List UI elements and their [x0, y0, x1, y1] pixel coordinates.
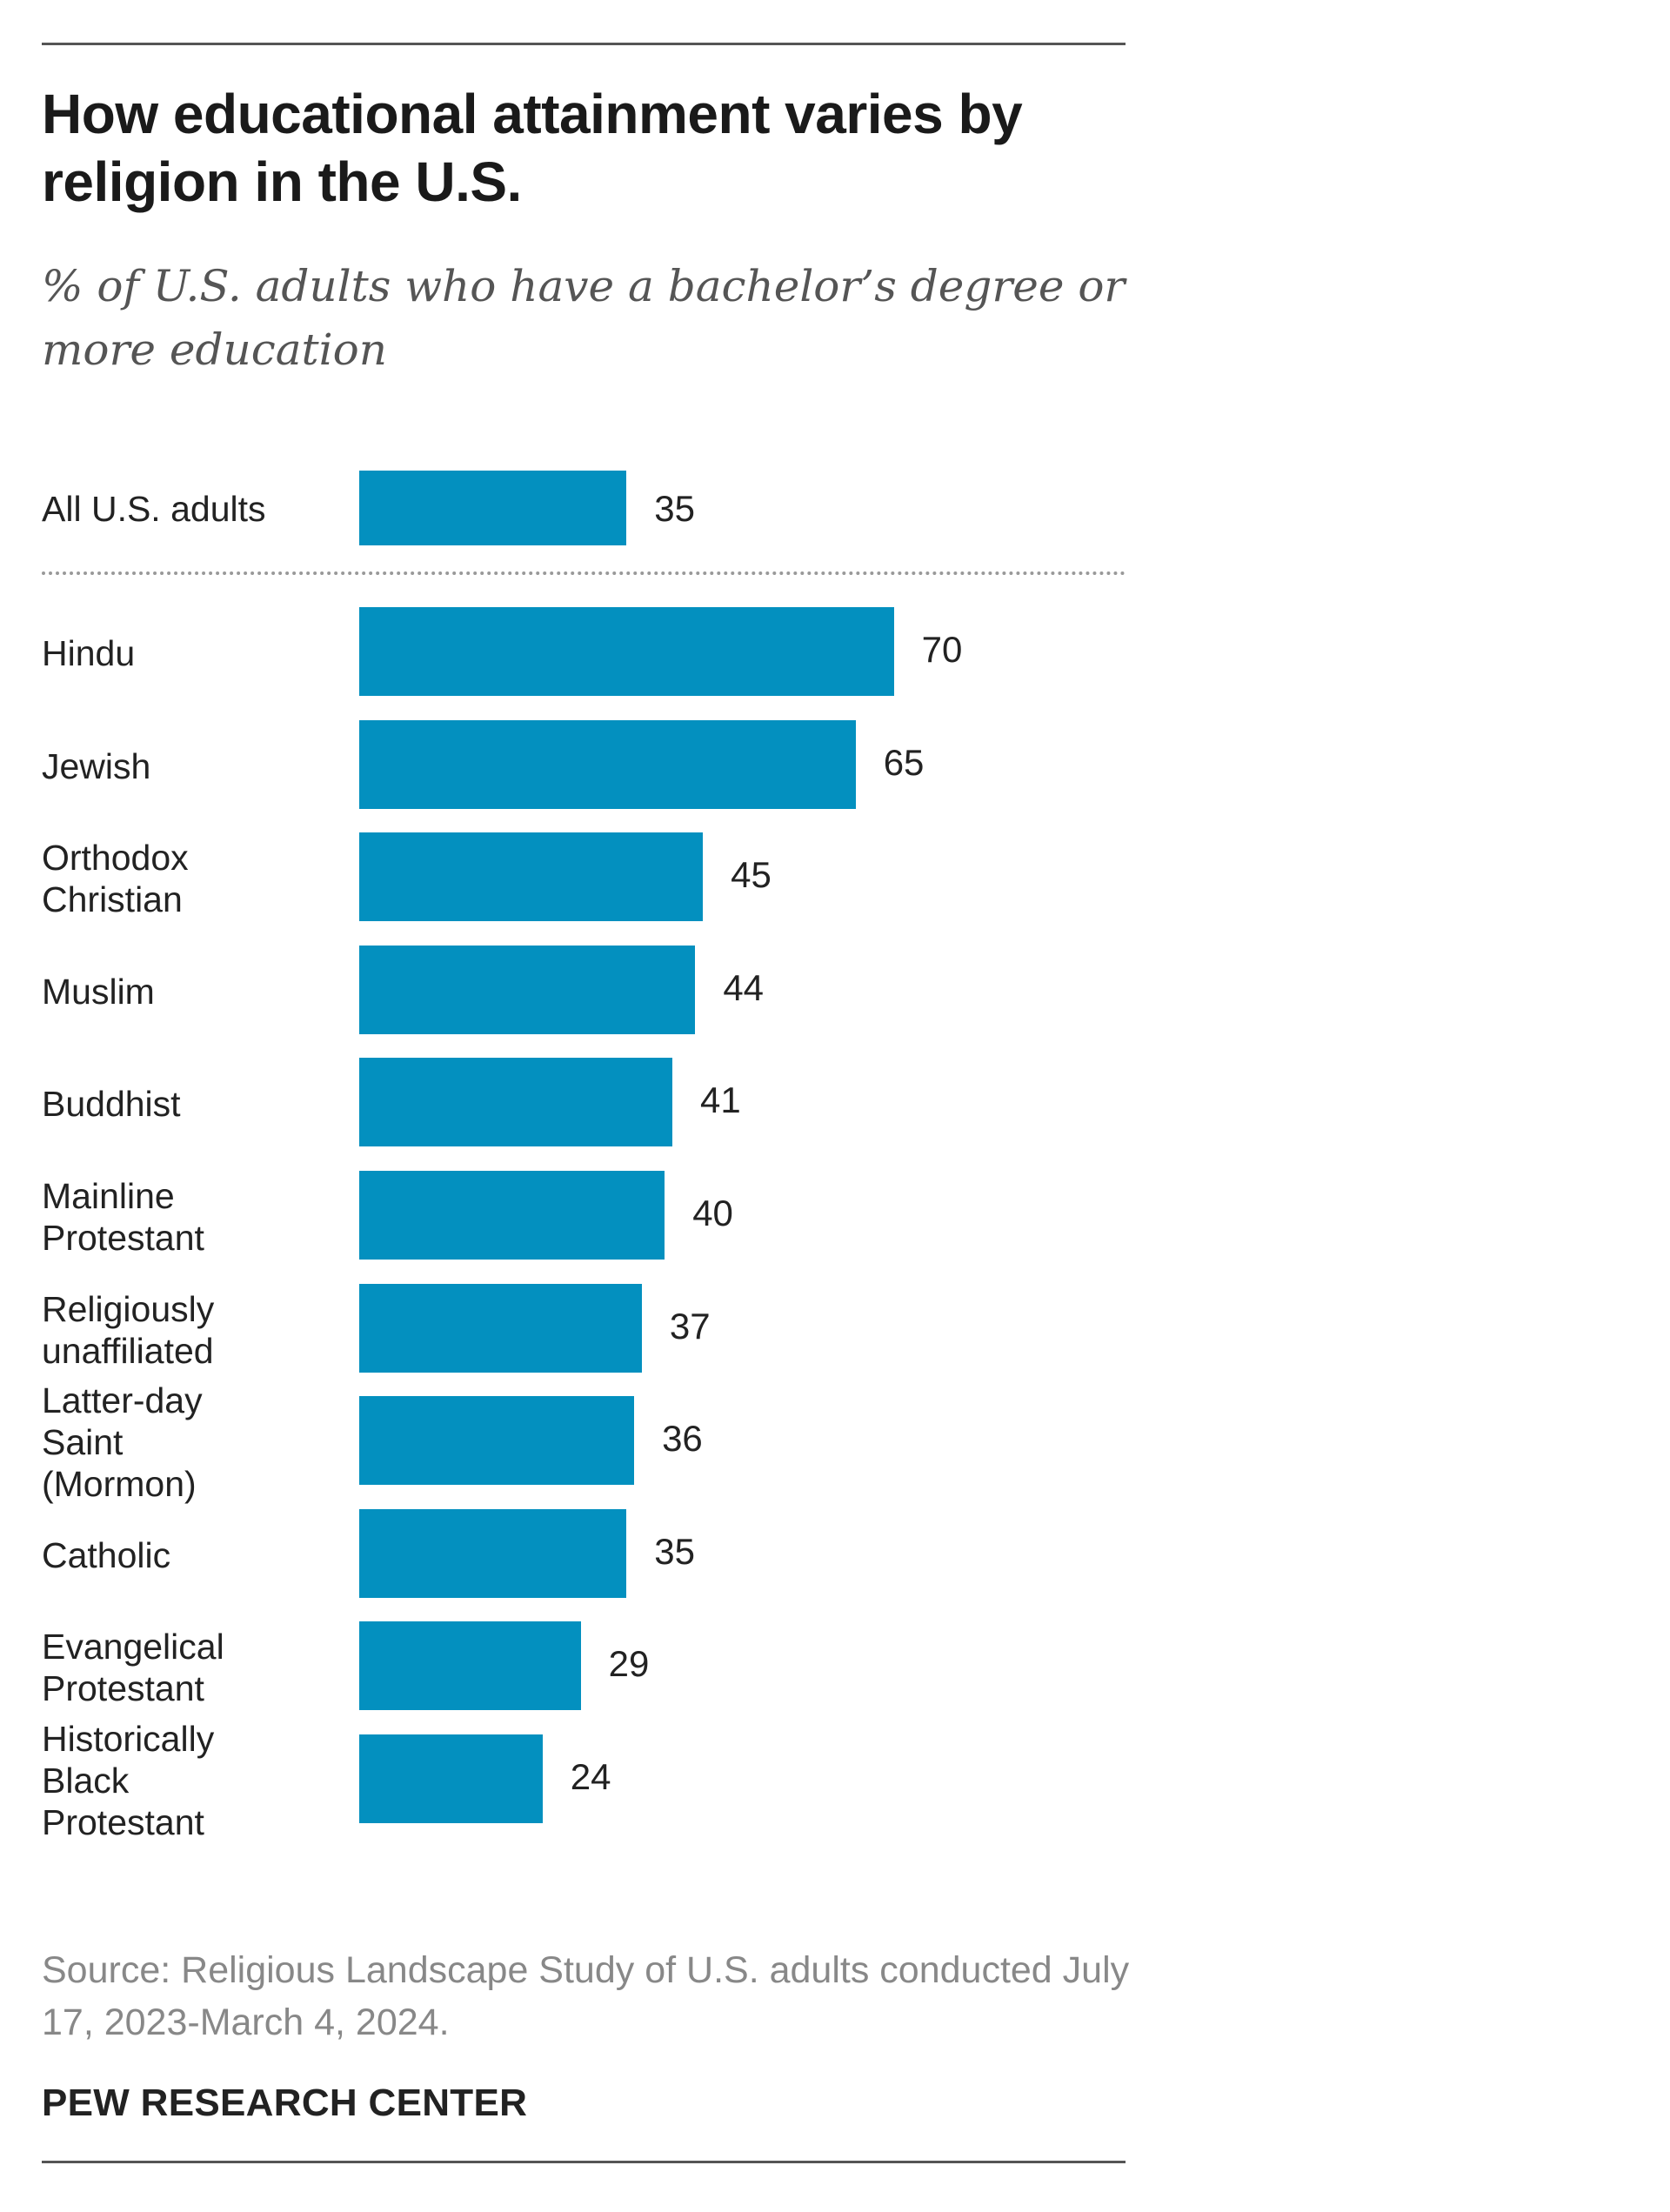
category-label-line: Jewish [42, 745, 151, 786]
category-label-line: Orthodox [42, 838, 189, 879]
reference-value: 35 [654, 488, 696, 529]
value-label: 37 [669, 1305, 711, 1347]
category-label-line: Evangelical [42, 1627, 224, 1667]
category-label-line: Buddhist [42, 1084, 181, 1125]
category-label: Buddhist [42, 1083, 181, 1125]
bar [359, 719, 856, 809]
value-label: 41 [699, 1079, 741, 1121]
bar-chart: All U.S. adults 35 Hindu 70 Jewish 65 Orthod… [42, 471, 1126, 1843]
bar [359, 1621, 581, 1711]
value-label: 24 [570, 1756, 611, 1797]
reference-bar [359, 471, 627, 545]
bar [359, 1396, 635, 1486]
category-label-line: Protestant [42, 1802, 204, 1842]
category-label-line: Black [42, 1761, 130, 1801]
category-label: Jewish [42, 745, 150, 787]
bar [359, 607, 894, 696]
source-note: Source: Religious Landscape Study of U.S… [42, 1949, 1130, 2043]
category-label-line: Religiously [42, 1288, 215, 1329]
category-label-line: Christian [42, 879, 183, 920]
category-label: Muslim [42, 971, 155, 1012]
bar [359, 1058, 672, 1147]
value-label: 40 [692, 1193, 733, 1233]
bar [359, 1283, 642, 1373]
category-label-line: unaffiliated [42, 1330, 214, 1371]
category-label-line: Mainline [42, 1176, 175, 1216]
category-label: Evangelical Protestant [42, 1626, 224, 1709]
category-label: Religiously unaffiliated [42, 1288, 214, 1372]
category-label-line: Protestant [42, 1668, 204, 1709]
top-rule [42, 43, 1126, 45]
category-label: Catholic [42, 1534, 170, 1576]
category-label: Hindu [42, 632, 135, 674]
category-label: Orthodox Christian [42, 837, 189, 920]
dotted-divider [42, 571, 1126, 575]
category-label-line: Historically [42, 1719, 215, 1759]
value-label: 29 [608, 1643, 650, 1685]
value-label: 36 [662, 1418, 703, 1460]
value-label: 45 [731, 854, 772, 896]
category-label-line: Hindu [42, 633, 136, 673]
value-label: 65 [883, 741, 925, 783]
reference-label: All U.S. adults [42, 489, 266, 529]
brand-logo-text: PEW RESEARCH CENTER [42, 2082, 528, 2124]
category-label-line: Muslim [42, 971, 155, 1012]
value-label: 44 [723, 966, 765, 1008]
bar [359, 945, 696, 1034]
value-label: 70 [921, 629, 963, 670]
category-label: Historically Black Protestant [42, 1718, 214, 1843]
bar [359, 832, 704, 922]
category-label-line: Protestant [42, 1218, 204, 1258]
bar [359, 1508, 627, 1598]
category-label: Latter-day Saint (Mormon) [42, 1380, 203, 1505]
value-label: 35 [654, 1530, 696, 1572]
chart-subtitle: % of U.S. adults who have a bachelor’s d… [42, 261, 1126, 375]
category-label-line: Saint [42, 1422, 124, 1463]
bar [359, 1171, 665, 1260]
category-label-line: Catholic [42, 1534, 171, 1575]
category-label: Mainline Protestant [42, 1175, 204, 1259]
bar [359, 1734, 543, 1823]
category-label-line: (Mormon) [42, 1464, 197, 1505]
category-label-line: Latter-day [42, 1380, 203, 1421]
chart-title: How educational attainment varies by rel… [42, 83, 1023, 213]
bottom-rule [42, 2161, 1126, 2163]
